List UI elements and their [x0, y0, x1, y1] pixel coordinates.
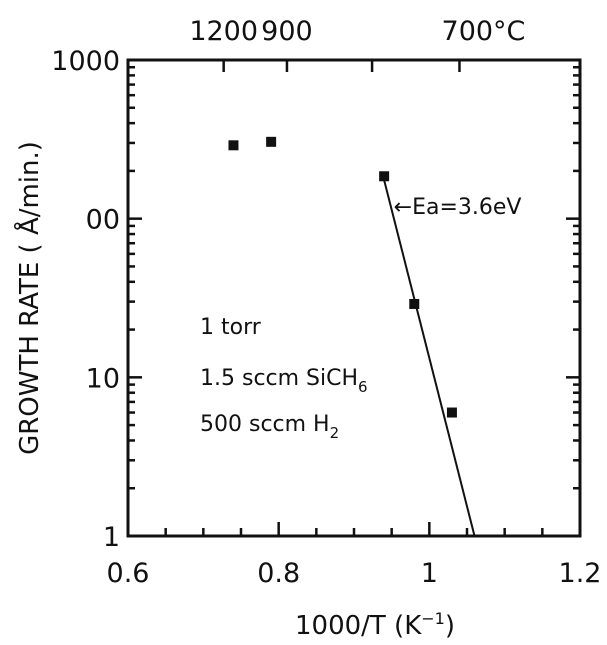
conditions-legend: 1 torr 1.5 sccm SiCH6 500 sccm H2	[200, 315, 368, 442]
data-point	[228, 140, 239, 151]
activation-energy-label: ←Ea=3.6eV	[394, 195, 522, 220]
condition-sich6-main: 1.5 sccm SiCH	[200, 366, 358, 391]
condition-pressure: 1 torr	[200, 315, 262, 340]
data-point	[409, 298, 420, 309]
y-tick-label: 1	[103, 522, 120, 553]
data-marks	[228, 136, 476, 537]
y-tick-label: 1000	[51, 46, 120, 77]
y-tick-label: 00	[86, 205, 120, 236]
x-axis-title-sup: −1	[421, 609, 445, 628]
fit-line	[383, 179, 476, 537]
x-axis-title-main: 1000/T (K	[295, 611, 422, 641]
condition-h2-sub: 2	[330, 424, 340, 442]
data-point	[379, 171, 390, 182]
condition-sich6: 1.5 sccm SiCH6	[200, 366, 368, 396]
condition-sich6-sub: 6	[358, 378, 368, 396]
top-axis-labels: 1200 900 700°C	[189, 16, 525, 47]
plot-frame	[126, 58, 582, 538]
x-tick-label: 0.8	[257, 558, 300, 589]
y-tick-labels: 1 10 00 1000	[51, 46, 120, 553]
y-tick-label: 10	[86, 363, 120, 394]
x-tick-label: 0.6	[107, 558, 150, 589]
top-tick-label: 1200	[189, 16, 258, 47]
condition-h2-main: 500 sccm H	[200, 412, 330, 437]
data-point	[266, 136, 277, 147]
condition-h2: 500 sccm H2	[200, 412, 339, 442]
x-axis-title-end: )	[445, 611, 455, 641]
x-tick-label: 1.2	[559, 558, 602, 589]
x-tick-label: 1	[421, 558, 438, 589]
data-point	[446, 407, 457, 418]
y-axis-title: GROWTH RATE ( Å/min.)	[13, 141, 45, 455]
top-tick-label: 900	[261, 16, 313, 47]
x-axis-title: 1000/T (K−1)	[295, 609, 455, 641]
axis-ticks	[126, 60, 582, 538]
x-tick-labels: 0.6 0.8 1 1.2	[107, 558, 602, 589]
top-tick-label: 700°C	[442, 16, 526, 47]
